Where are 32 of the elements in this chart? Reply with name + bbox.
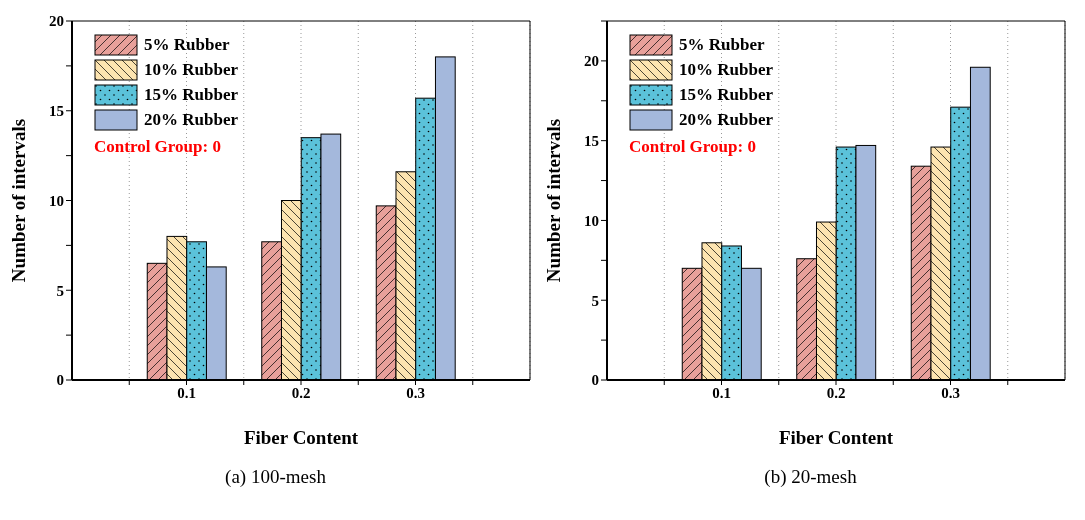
y-tick-label: 5 bbox=[591, 292, 599, 309]
annotation: Control Group: 0 bbox=[629, 136, 757, 158]
legend-label: 10% Rubber bbox=[144, 59, 238, 81]
x-tick-label: 0.1 bbox=[177, 384, 196, 401]
x-axis-title: Fiber Content bbox=[243, 427, 359, 448]
y-axis-title: Number of intervals bbox=[542, 118, 564, 283]
legend-label: 15% Rubber bbox=[144, 84, 238, 106]
text: (a) 100-mesh bbox=[224, 466, 327, 488]
legend-label: 20% Rubber bbox=[679, 109, 773, 131]
y-tick-label: 15 bbox=[49, 103, 64, 120]
legend-label: 20% Rubber bbox=[144, 109, 238, 131]
y-tick-label: 0 bbox=[56, 372, 64, 389]
y-axis-title: Number of intervals bbox=[7, 118, 29, 283]
x-tick-label: 0.1 bbox=[712, 384, 731, 401]
legend-label: 10% Rubber bbox=[679, 59, 773, 81]
y-tick-label: 10 bbox=[584, 212, 599, 229]
y-tick-label: 15 bbox=[584, 132, 599, 149]
x-tick-label: 0.2 bbox=[291, 384, 311, 401]
x-tick-label: 0.3 bbox=[406, 384, 425, 401]
y-tick-label: 0 bbox=[591, 372, 599, 389]
annotation: Control Group: 0 bbox=[94, 136, 222, 158]
legend-label: 15% Rubber bbox=[679, 84, 773, 106]
legend-label: 5% Rubber bbox=[144, 34, 230, 56]
legend-label: 5% Rubber bbox=[679, 34, 765, 56]
y-tick-label: 20 bbox=[584, 53, 599, 70]
y-tick-label: 20 bbox=[49, 13, 64, 30]
x-tick-label: 0.3 bbox=[941, 384, 960, 401]
y-tick-label: 10 bbox=[49, 192, 64, 209]
y-tick-label: 5 bbox=[56, 282, 64, 299]
x-axis-title: Fiber Content bbox=[778, 427, 894, 448]
text: (b) 20-mesh bbox=[763, 466, 858, 488]
x-tick-label: 0.2 bbox=[826, 384, 846, 401]
